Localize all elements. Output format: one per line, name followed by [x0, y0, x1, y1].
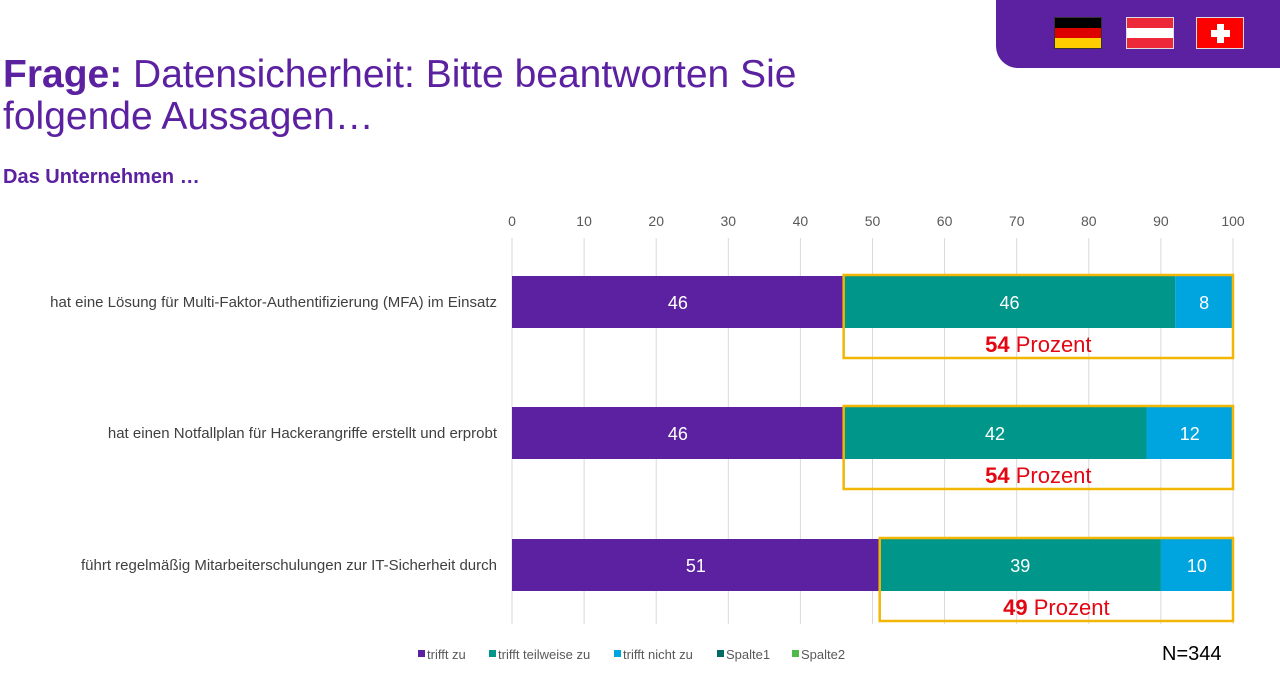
- bar-segment: [843, 407, 1147, 459]
- bar-segment: [1160, 539, 1233, 591]
- legend-swatch: [792, 650, 799, 657]
- bar-segment: [512, 276, 844, 328]
- germany-flag-icon: [1054, 17, 1102, 49]
- austria-flag-icon: [1126, 17, 1174, 49]
- bar-segment: [879, 539, 1161, 591]
- sample-size-label: N=344: [1162, 643, 1222, 665]
- x-tick-label: 70: [1009, 213, 1025, 229]
- x-tick-label: 60: [937, 213, 953, 229]
- annotation-unit: Prozent: [1010, 463, 1092, 488]
- bar-segment: [512, 539, 880, 591]
- legend-swatch: [614, 650, 621, 657]
- annotation-value: 49: [1003, 595, 1027, 620]
- category-label: führt regelmäßig Mitarbeiterschulungen z…: [81, 557, 497, 574]
- annotation-unit: Prozent: [1028, 595, 1110, 620]
- annotation-unit: Prozent: [1010, 332, 1092, 357]
- x-tick-label: 90: [1153, 213, 1169, 229]
- data-label: 42: [985, 424, 1005, 444]
- x-tick-label: 40: [793, 213, 809, 229]
- data-label: 39: [1010, 556, 1030, 576]
- legend-swatch: [717, 650, 724, 657]
- data-label: 10: [1187, 556, 1207, 576]
- x-tick-label: 80: [1081, 213, 1097, 229]
- data-label: 12: [1180, 424, 1200, 444]
- data-label: 46: [668, 293, 688, 313]
- bar-segment: [1146, 407, 1233, 459]
- data-label: 51: [686, 556, 706, 576]
- data-label: 8: [1199, 293, 1209, 313]
- highlight-box: [842, 273, 1235, 360]
- percent-annotation: 49 Prozent: [1003, 595, 1109, 620]
- highlight-box: [878, 536, 1235, 623]
- data-label: 46: [668, 424, 688, 444]
- x-tick-label: 0: [508, 213, 516, 229]
- bar-segment: [843, 276, 1176, 328]
- page-title: Frage: Datensicherheit: Bitte beantworte…: [3, 54, 903, 138]
- annotation-value: 54: [985, 463, 1010, 488]
- legend-label: Spalte2: [801, 647, 845, 662]
- bar-segment: [1175, 276, 1233, 328]
- data-label: 46: [999, 293, 1019, 313]
- legend-label: trifft teilweise zu: [498, 647, 590, 662]
- x-tick-label: 30: [721, 213, 737, 229]
- stacked-bar-chart: 0 10 20 30 40 50 60 70 80 90 100 hat eine Lösung fü…: [50, 213, 1245, 662]
- x-tick-label: 20: [648, 213, 664, 229]
- flag-bar: [996, 0, 1280, 68]
- legend-label: trifft nicht zu: [623, 647, 693, 662]
- legend-label: trifft zu: [427, 647, 466, 662]
- title-text: Datensicherheit: Bitte beantworten Sie f…: [3, 53, 797, 138]
- annotation-value: 54: [985, 332, 1010, 357]
- category-label: hat eine Lösung für Multi-Faktor-Authent…: [50, 294, 497, 311]
- percent-annotation: 54 Prozent: [985, 332, 1091, 357]
- legend-swatch: [418, 650, 425, 657]
- percent-annotation: 54 Prozent: [985, 463, 1091, 488]
- switzerland-flag-icon: [1196, 17, 1244, 49]
- x-tick-label: 10: [576, 213, 592, 229]
- legend-label: Spalte1: [726, 647, 770, 662]
- legend-swatch: [489, 650, 496, 657]
- highlight-box: [842, 404, 1235, 491]
- bar-segment: [512, 407, 844, 459]
- x-tick-label: 50: [865, 213, 881, 229]
- x-tick-label: 100: [1221, 213, 1245, 229]
- page-subtitle: Das Unternehmen …: [3, 166, 200, 188]
- category-label: hat einen Notfallplan für Hackerangriffe…: [108, 425, 498, 442]
- title-bold: Frage:: [3, 53, 123, 96]
